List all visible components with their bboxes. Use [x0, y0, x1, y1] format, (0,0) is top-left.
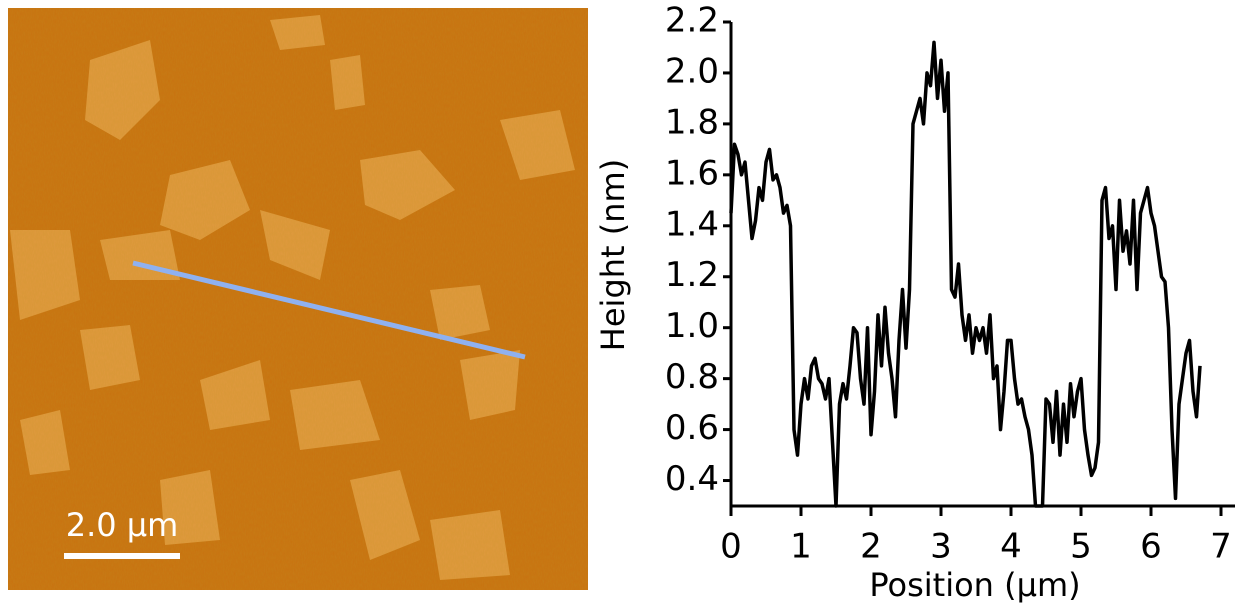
scale-bar-label: 2.0 μm — [66, 506, 179, 544]
y-tick-label: 0.8 — [665, 357, 719, 397]
y-tick-label: 2.2 — [665, 1, 719, 41]
y-tick-label: 1.8 — [665, 102, 719, 142]
y-tick-label: 1.2 — [665, 255, 719, 295]
y-tick-label: 1.4 — [665, 204, 719, 244]
x-tick-label: 0 — [720, 527, 742, 567]
profile-line — [729, 40, 1202, 508]
y-tick-label: 1.6 — [665, 153, 719, 193]
x-tick-label: 1 — [790, 527, 812, 567]
x-tick-label: 6 — [1140, 527, 1162, 567]
x-axis-label: Position (μm) — [869, 566, 1080, 604]
y-tick-label: 0.4 — [665, 459, 719, 499]
x-tick-label: 5 — [1070, 527, 1092, 567]
chart: Position (μm) Height (nm) 0.4 0.6 0.8 1.0 1.… — [594, 1, 1235, 604]
x-tick-label: 3 — [930, 527, 952, 567]
x-tick-label: 2 — [860, 527, 882, 567]
y-axis-label: Height (nm) — [594, 159, 632, 351]
x-tick-label: 7 — [1210, 527, 1232, 567]
y-tick-label: 1.0 — [665, 306, 719, 346]
afm-image: 2.0 μm — [8, 8, 588, 590]
x-tick-label: 4 — [1000, 527, 1022, 567]
y-tick-label: 0.6 — [665, 408, 719, 448]
y-tick-label: 2.0 — [665, 51, 719, 91]
